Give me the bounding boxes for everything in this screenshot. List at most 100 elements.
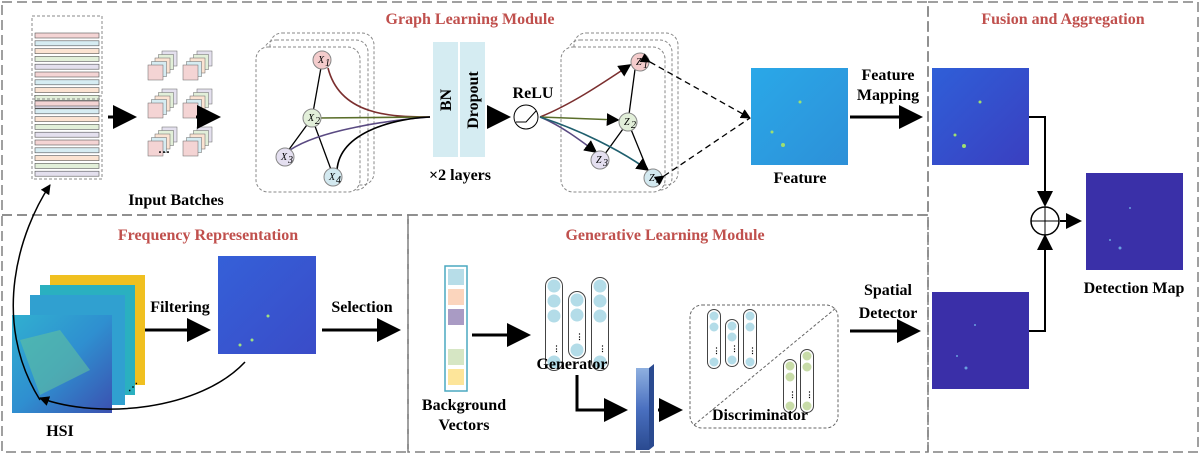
spectral-band	[34, 163, 100, 169]
svg-text:Z: Z	[596, 155, 602, 166]
patch-cube	[147, 102, 164, 119]
input-batch-cubes	[147, 50, 213, 157]
background-vector-cell	[448, 309, 464, 325]
svg-text:2: 2	[315, 116, 320, 127]
background-vector-cell	[448, 349, 464, 365]
spectral-band	[34, 87, 100, 93]
neuron	[785, 361, 795, 371]
neuron	[547, 355, 561, 369]
spatial-detection-map	[932, 292, 1029, 389]
frequency-representation-box	[1, 214, 409, 453]
hsi-label: HSI	[46, 423, 74, 440]
spectral-band	[34, 108, 100, 115]
generator-label: Generator	[536, 356, 607, 373]
neuron	[785, 372, 795, 382]
svg-text:2: 2	[631, 120, 636, 131]
dropout-layer	[460, 42, 485, 157]
svg-text:⋮: ⋮	[806, 391, 814, 400]
background-vector-cell	[448, 269, 464, 285]
neuron	[727, 321, 737, 331]
selection-label: Selection	[331, 299, 392, 316]
neuron	[593, 294, 607, 308]
filtering-label: Filtering	[150, 299, 210, 316]
neuron	[802, 401, 812, 411]
neuron	[802, 362, 812, 372]
background-vectors-label-2: Vectors	[439, 417, 490, 434]
neuron	[547, 309, 561, 323]
svg-text:⋮: ⋮	[789, 391, 797, 400]
dashed-arrow-z1-feature	[639, 53, 751, 119]
feature-mapping-label-1: Feature	[861, 67, 914, 84]
spectral-band	[34, 155, 100, 161]
discriminator-label: Discriminator	[712, 407, 808, 424]
svg-text:4: 4	[336, 175, 341, 186]
neuron	[745, 322, 755, 332]
neuron	[570, 308, 584, 322]
spectral-band	[34, 32, 100, 39]
patch-cube	[147, 140, 164, 157]
discriminator-network: ⋮ ⋮ ⋮ ⋮ ⋮	[707, 309, 814, 413]
dashed-arrow-z4-feature	[653, 117, 751, 186]
spectral-band	[34, 116, 100, 122]
svg-text:4: 4	[656, 176, 661, 187]
neuron	[593, 355, 607, 369]
neuron	[570, 343, 584, 357]
discriminator-box	[689, 304, 839, 429]
neuron	[570, 293, 584, 307]
neuron	[745, 357, 755, 367]
spatial-detector-label-2: Detector	[859, 305, 918, 322]
generator-network: ⋮ ⋮ ⋮	[545, 277, 609, 371]
spectral-band	[34, 95, 100, 101]
detection-map-label: Detection Map	[1084, 280, 1185, 297]
arrow-filtered-to-hsi	[39, 361, 246, 410]
neuron	[547, 294, 561, 308]
arrow-hsi-to-bands	[12, 184, 51, 401]
svg-text:Z: Z	[649, 173, 655, 184]
neuron	[709, 322, 719, 332]
neuron	[709, 357, 719, 367]
graph-detection-map	[932, 68, 1029, 165]
feature-image	[751, 68, 848, 165]
feature-mapping-label-2: Mapping	[857, 87, 919, 104]
bn-label: BN	[438, 88, 455, 111]
svg-text:1: 1	[643, 60, 648, 71]
svg-text:X: X	[317, 55, 325, 66]
spectral-band	[34, 100, 100, 107]
neuron	[727, 355, 737, 365]
svg-text:⋮: ⋮	[576, 333, 584, 342]
background-vectors-label-1: Background	[422, 397, 506, 414]
neuron	[593, 309, 607, 323]
spectral-band	[34, 56, 100, 62]
neuron	[727, 332, 737, 342]
spectral-band	[34, 131, 100, 138]
svg-text:⋮: ⋮	[713, 347, 721, 356]
bn-layer	[433, 42, 458, 157]
patch-cube	[182, 140, 199, 157]
generative-learning-module-box	[407, 214, 929, 453]
spectral-band	[34, 71, 100, 78]
arrow-generator-to-sample	[575, 375, 628, 422]
frequency-module-title: Frequency Representation	[118, 227, 298, 244]
spectral-band-stack	[31, 15, 103, 180]
svg-text:3: 3	[602, 158, 608, 169]
svg-text:1: 1	[325, 58, 330, 69]
spectral-band	[34, 48, 100, 54]
spatial-detector-label-1: Spatial	[864, 282, 913, 299]
spectral-band	[34, 139, 100, 146]
fusion-aggregation-box	[927, 1, 1199, 453]
spectral-band	[34, 124, 100, 130]
detection-map-image	[1086, 173, 1183, 270]
svg-text:⋮: ⋮	[749, 347, 757, 356]
svg-text:Z: Z	[624, 117, 630, 128]
svg-text:X: X	[328, 172, 336, 183]
background-vector-cell	[448, 329, 464, 345]
svg-text:X: X	[307, 113, 315, 124]
svg-text:⋮: ⋮	[553, 345, 561, 354]
relu-icon	[513, 104, 539, 130]
patch-cube	[182, 64, 199, 81]
